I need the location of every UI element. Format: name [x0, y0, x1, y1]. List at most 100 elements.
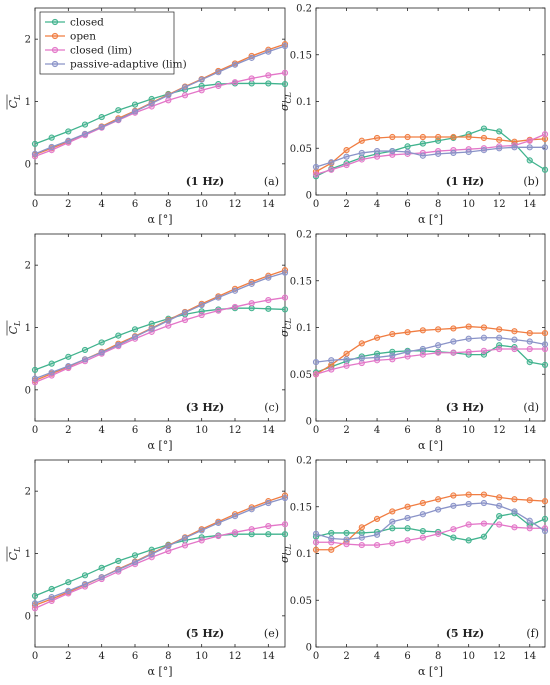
- plot-frame: [315, 459, 546, 648]
- data-point: [328, 366, 335, 373]
- series-line: [315, 348, 545, 375]
- data-point: [131, 108, 139, 115]
- data-point: [343, 536, 350, 543]
- data-point: [450, 325, 457, 332]
- data-point: [181, 534, 189, 542]
- x-tick-label: 14: [523, 425, 536, 436]
- data-point: [373, 134, 381, 142]
- data-point: [526, 330, 533, 337]
- data-point: [312, 163, 320, 171]
- plot-frame: [315, 7, 546, 196]
- data-point: [281, 494, 289, 502]
- x-tick-label: 12: [493, 425, 506, 436]
- series-line: [315, 337, 546, 363]
- data-point: [404, 525, 411, 532]
- data-point: [198, 87, 205, 94]
- x-tick-label: 2: [343, 425, 349, 436]
- data-point: [81, 130, 89, 138]
- x-axis-label: α [°]: [418, 439, 443, 452]
- data-point: [148, 325, 155, 332]
- x-tick-label: 6: [404, 425, 410, 436]
- x-tick-label: 2: [65, 651, 71, 662]
- panel-tag: (e): [264, 627, 279, 640]
- data-point: [465, 323, 472, 330]
- data-point: [65, 363, 72, 370]
- data-point: [165, 97, 172, 104]
- data-point: [465, 335, 472, 342]
- data-point: [541, 345, 549, 353]
- data-point: [115, 557, 122, 565]
- x-tick-label: 4: [98, 199, 104, 210]
- data-point: [480, 533, 488, 540]
- x-tick-label: 6: [132, 651, 138, 662]
- y-tick-label: 0: [25, 611, 31, 622]
- data-point: [281, 41, 289, 48]
- data-point: [419, 351, 426, 358]
- data-point: [281, 42, 289, 50]
- x-tick-label: 8: [435, 199, 441, 210]
- data-point: [312, 546, 320, 553]
- data-point: [312, 173, 320, 180]
- data-point: [215, 519, 222, 527]
- data-point: [281, 306, 289, 313]
- data-point: [131, 333, 139, 340]
- y-tick-label: 0.2: [296, 456, 312, 467]
- data-point: [98, 574, 105, 581]
- data-point: [389, 540, 396, 547]
- y-tick-label: 0.05: [290, 596, 312, 607]
- plot-frame: [315, 233, 546, 422]
- x-tick-label: 4: [98, 425, 104, 436]
- data-point: [450, 338, 457, 345]
- data-point: [465, 521, 472, 528]
- data-point: [541, 166, 549, 173]
- data-point: [404, 353, 411, 360]
- data-point: [312, 539, 320, 546]
- data-point: [281, 294, 289, 301]
- frequency-label: (3 Hz): [186, 401, 225, 414]
- data-point: [450, 133, 457, 141]
- y-tick-label: 0: [25, 159, 31, 170]
- data-point: [480, 147, 488, 154]
- data-point: [373, 153, 381, 160]
- data-point: [181, 92, 189, 99]
- data-point: [419, 140, 426, 147]
- data-point: [231, 529, 239, 536]
- data-point: [312, 358, 320, 366]
- y-axis-label: σCL: [278, 318, 293, 337]
- data-point: [389, 330, 396, 338]
- data-point: [450, 502, 457, 509]
- data-point: [435, 342, 442, 349]
- data-point: [231, 513, 239, 520]
- y-tick-label: 2: [25, 487, 31, 498]
- data-point: [215, 69, 222, 76]
- panel-d: 0 0.05 0.1 0.15 0.2 0 2 4 6 8 10 12 14 α [°] σCL (3 Hz)…: [278, 230, 549, 452]
- series-passive-adaptive-lim-: [312, 144, 549, 171]
- data-point: [248, 280, 255, 287]
- x-tick-label: 12: [229, 425, 242, 436]
- data-point: [541, 361, 549, 368]
- frequency-label: (1 Hz): [186, 175, 225, 188]
- frequency-label: (5 Hz): [186, 627, 225, 640]
- data-point: [48, 369, 55, 376]
- data-point: [541, 144, 549, 151]
- data-point: [435, 150, 442, 157]
- legend-entry: open: [45, 31, 96, 43]
- series-passive-adaptive-lim-: [31, 42, 289, 157]
- data-point: [231, 79, 239, 86]
- data-point: [281, 521, 289, 528]
- series-line: [34, 82, 286, 145]
- legend-label: closed (lim): [70, 45, 132, 57]
- data-point: [526, 157, 533, 164]
- data-point: [496, 513, 503, 520]
- x-tick-label: 10: [195, 651, 208, 662]
- data-point: [496, 521, 503, 528]
- series-passive-adaptive-lim-: [31, 269, 289, 382]
- data-point: [450, 526, 457, 533]
- series-line: [316, 522, 545, 546]
- data-point: [98, 123, 105, 131]
- y-tick-label: 1: [25, 97, 31, 108]
- data-point: [31, 605, 39, 612]
- series-open: [312, 323, 549, 378]
- data-point: [98, 349, 105, 356]
